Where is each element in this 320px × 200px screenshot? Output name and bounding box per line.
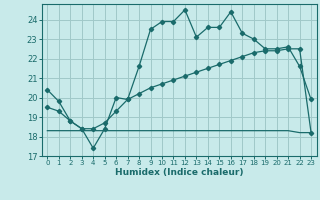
X-axis label: Humidex (Indice chaleur): Humidex (Indice chaleur) [115, 168, 244, 177]
